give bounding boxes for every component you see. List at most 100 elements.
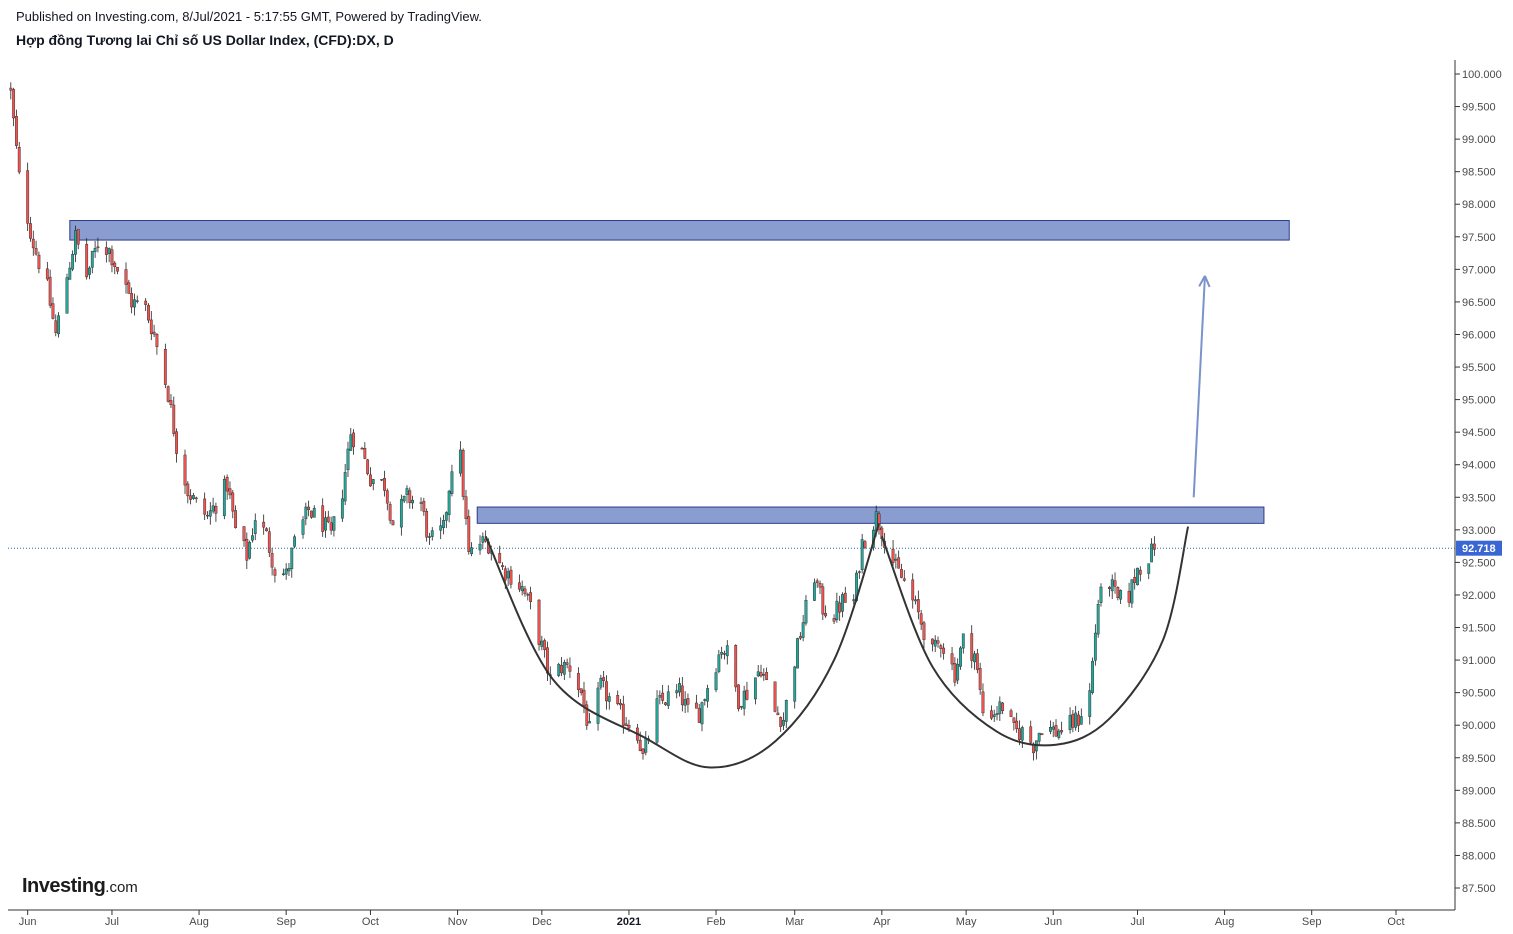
y-tick-label: 87.500 [1462, 883, 1496, 895]
y-tick-label: 94.500 [1462, 427, 1496, 439]
axes: 100.000 99.500 99.000 98.500 98.000 97.500 97.… [8, 60, 1502, 928]
candle [1040, 733, 1044, 736]
candle [989, 705, 993, 721]
candle [172, 396, 176, 437]
x-tick-label: May [956, 916, 977, 928]
candle [1037, 732, 1041, 746]
x-tick-label: Jul [1130, 916, 1144, 928]
candle [557, 662, 561, 678]
y-tick-label: 90.500 [1462, 688, 1496, 700]
candle [135, 295, 139, 304]
candle [970, 625, 974, 669]
candle [147, 303, 150, 324]
candle [703, 698, 707, 706]
candle [228, 481, 232, 500]
candle [130, 287, 134, 314]
published-info: Published on Investing.com, 8/Jul/2021 -… [16, 9, 482, 24]
candle [1136, 567, 1139, 586]
candle [281, 568, 285, 576]
candle [399, 494, 403, 536]
candle [756, 665, 760, 678]
chart-title: Hợp đồng Tương lai Chỉ số US Dollar Inde… [16, 32, 394, 48]
x-tick-label: Oct [1387, 916, 1404, 928]
candle [332, 516, 336, 537]
candle [818, 580, 822, 594]
candle [1015, 712, 1019, 733]
candle [206, 511, 209, 520]
y-tick-label: 94.000 [1462, 460, 1496, 472]
candle [641, 747, 645, 760]
candle [287, 562, 291, 577]
candle [107, 247, 111, 263]
candle [683, 691, 687, 714]
candle [1049, 720, 1052, 735]
candle [383, 470, 386, 497]
candle [251, 528, 254, 543]
candle [402, 495, 406, 504]
candle [1099, 583, 1103, 607]
candle [815, 578, 819, 588]
candle [877, 511, 881, 535]
candle [149, 311, 153, 341]
candle [891, 539, 895, 570]
candle [624, 717, 628, 727]
candle [835, 592, 839, 623]
candle [565, 658, 569, 669]
candle [998, 696, 1002, 721]
candle [186, 481, 190, 504]
candle [9, 82, 13, 100]
candle [1108, 585, 1111, 597]
candle [517, 574, 521, 593]
candle [391, 520, 395, 526]
candle [45, 261, 49, 282]
y-tick-label: 88.000 [1462, 850, 1496, 862]
candle [596, 681, 600, 731]
candle [961, 633, 965, 654]
candle [779, 716, 783, 732]
candle [1150, 538, 1153, 563]
candle [992, 709, 996, 722]
y-tick-label: 96.500 [1462, 297, 1496, 309]
candle [253, 513, 257, 541]
candle [203, 492, 207, 521]
candle [343, 463, 347, 506]
candle [458, 441, 462, 477]
candle [723, 650, 726, 660]
candle [734, 644, 738, 692]
candle [245, 532, 249, 569]
plot-area [8, 82, 1455, 769]
candle [405, 485, 409, 504]
left-cup-curve [484, 523, 880, 769]
candle [686, 693, 690, 713]
candle [1093, 624, 1097, 666]
candle [352, 429, 355, 455]
candle [1088, 683, 1092, 725]
candle [464, 489, 468, 525]
y-tick-label: 93.000 [1462, 525, 1496, 537]
y-tick-label: 100.000 [1462, 69, 1502, 81]
candle [739, 705, 743, 710]
candle [1096, 599, 1100, 638]
x-tick-label: Feb [707, 916, 726, 928]
candle [51, 297, 55, 320]
candle [714, 668, 718, 693]
candle [1068, 707, 1072, 734]
candle [71, 250, 75, 272]
candle [194, 496, 198, 503]
candle [981, 683, 985, 717]
candle [619, 698, 622, 710]
candle [796, 637, 799, 669]
y-tick-label: 91.500 [1462, 623, 1496, 635]
candle [411, 495, 414, 509]
x-tick-label: Nov [448, 916, 468, 928]
candle [801, 614, 805, 642]
candle [860, 533, 864, 574]
candle [57, 312, 60, 338]
candle [501, 562, 504, 570]
candle [725, 640, 729, 665]
candle [1057, 728, 1061, 740]
candle [214, 502, 218, 522]
candle [284, 563, 288, 580]
candle [234, 505, 237, 529]
